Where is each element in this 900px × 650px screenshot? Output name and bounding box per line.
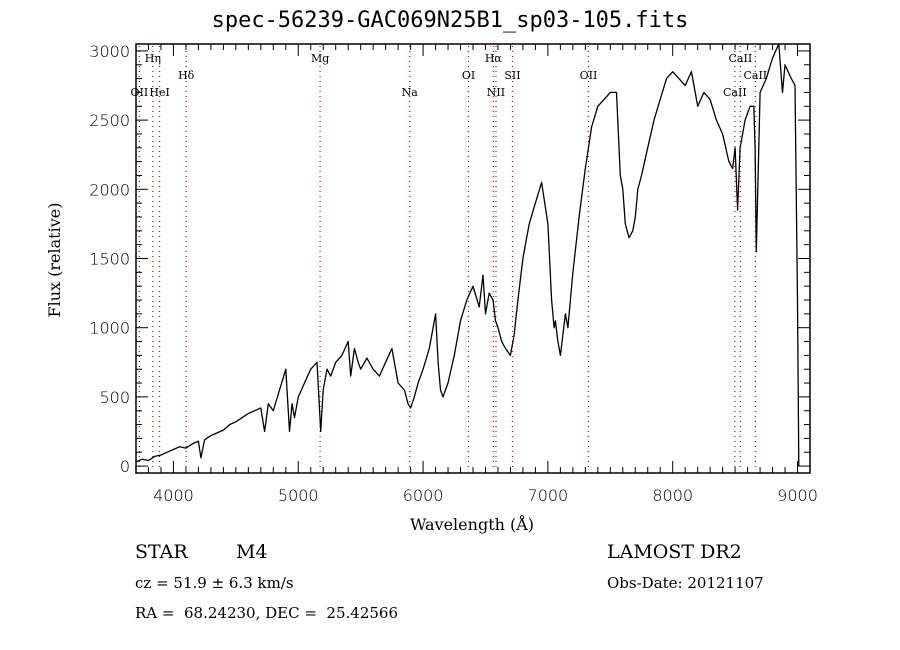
spectral-line-markers xyxy=(138,46,756,471)
marker-label: HeI xyxy=(149,86,169,99)
tick-labels: 4000 5000 6000 7000 8000 9000 0 500 1000 1500 2000… xyxy=(89,42,818,505)
x-tick-label: 5000 xyxy=(278,486,319,505)
y-axis-label: Flux (relative) xyxy=(45,203,64,318)
x-tick-label: 8000 xyxy=(652,486,693,505)
marker-label: OI xyxy=(462,69,475,82)
x-tick-label: 6000 xyxy=(403,486,444,505)
marker-label: Hα xyxy=(485,52,503,65)
marker-label: Na xyxy=(402,86,419,99)
marker-label: CaII xyxy=(723,86,747,99)
redshift-value: cz = 51.9 ± 6.3 km/s xyxy=(135,574,294,592)
x-axis-label: Wavelength (Å) xyxy=(410,514,534,534)
marker-label: Mg xyxy=(311,52,329,65)
marker-label: OII xyxy=(131,86,149,99)
object-subclass: M4 xyxy=(236,541,268,563)
y-tick-label: 2500 xyxy=(89,111,130,130)
spectrum-line xyxy=(135,43,800,467)
marker-label: OII xyxy=(580,69,598,82)
plot-frame xyxy=(135,43,811,474)
x-tick-label: 7000 xyxy=(528,486,569,505)
marker-label: CaII xyxy=(743,69,767,82)
y-tick-label: 1500 xyxy=(89,250,130,269)
marker-label: NII xyxy=(487,86,505,99)
y-tick-label: 2000 xyxy=(89,180,130,199)
y-tick-label: 0 xyxy=(120,457,130,476)
marker-labels: OII Hη HeI Hδ Mg Na OI Hα NII SII OII CaII CaII CaII xyxy=(131,52,768,99)
marker-label: Hδ xyxy=(178,69,195,82)
observation-date: Obs-Date: 20121107 xyxy=(607,574,764,592)
y-tick-label: 3000 xyxy=(89,42,130,61)
coordinates: RA = 68.24230, DEC = 25.42566 xyxy=(135,604,399,622)
spectrum-series xyxy=(135,43,800,467)
marker-label: SII xyxy=(504,69,520,82)
y-tick-label: 1000 xyxy=(89,319,130,338)
x-tick-label: 4000 xyxy=(153,486,194,505)
axis-ticks xyxy=(136,44,810,473)
y-tick-label: 500 xyxy=(99,388,130,407)
marker-label: CaII xyxy=(729,52,753,65)
chart-title: spec-56239-GAC069N25B1_sp03-105.fits xyxy=(211,8,689,33)
marker-label: Hη xyxy=(145,52,161,65)
object-class: STAR xyxy=(135,541,188,563)
x-tick-label: 9000 xyxy=(777,486,818,505)
survey-name: LAMOST DR2 xyxy=(607,541,742,563)
